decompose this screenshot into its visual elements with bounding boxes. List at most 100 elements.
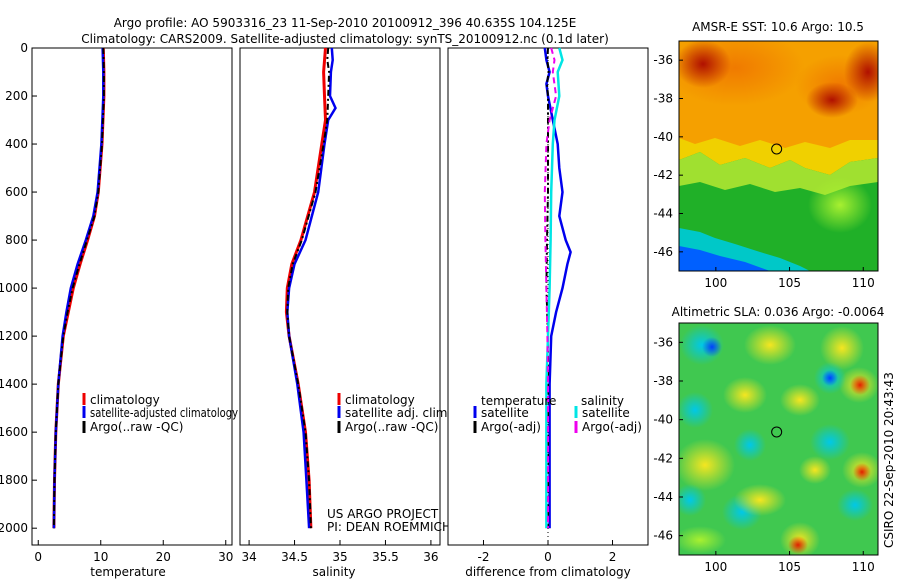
depth-axis: 0 200 400 600 800 1000 1200 1400 1600 1800 2000 — [0, 41, 37, 535]
depth-tick-label: 1200 — [0, 329, 28, 343]
sla-map-title: Altimetric SLA: 0.036 Argo: -0.0064 — [672, 305, 885, 319]
sst-map-x-tick-label: 105 — [778, 276, 801, 290]
salinity-series — [284, 47, 337, 529]
sla-map-y-tick-label: -36 — [653, 335, 673, 349]
sst-map-title: AMSR-E SST: 10.6 Argo: 10.5 — [692, 20, 864, 34]
sla-low-core-2 — [822, 370, 838, 386]
series-satellite-adj-clim- — [286, 47, 337, 529]
depth-tick-label: 800 — [5, 233, 28, 247]
sla-high-4 — [780, 384, 820, 416]
sla-high-core-3 — [850, 375, 870, 395]
sst-map-y-tick-label: -38 — [653, 92, 673, 106]
salinity-x-tick-label: 36 — [423, 550, 438, 564]
temperature-x-tick-label: 30 — [218, 550, 233, 564]
salinity-x-tick-label: 35 — [332, 550, 347, 564]
salinity-x-tick-label: 34 — [241, 550, 256, 564]
legend-title-salinity: salinity — [581, 394, 624, 408]
credit-line-2: PI: DEAN ROEMMICH — [327, 520, 451, 534]
timestamp: CSIRO 22-Sep-2010 20:43:43 — [882, 372, 896, 548]
salinity-axes-box — [239, 47, 441, 546]
temperature-xlabel: temperature — [90, 565, 165, 579]
temperature-x-tick-label: 20 — [156, 550, 171, 564]
series-salinity-satellite — [545, 47, 564, 529]
sst-map-y-tick-label: -46 — [653, 245, 673, 259]
sst-hot-spot-1 — [679, 41, 731, 88]
legend-label-temp-argo: Argo(-adj) — [481, 420, 541, 434]
sla-high-1 — [744, 325, 796, 365]
depth-tick-label: 0 — [20, 41, 28, 55]
sst-map-x-tick-label: 100 — [704, 276, 727, 290]
series-argo-raw-qc- — [286, 47, 331, 529]
sla-high-9 — [734, 484, 786, 516]
salinity-xlabel: salinity — [312, 565, 355, 579]
temperature-legend: climatology satellite-adjusted climatolo… — [82, 393, 238, 434]
sst-field — [679, 41, 878, 271]
salinity-legend: climatology satellite adj. clim. Argo(..… — [337, 393, 451, 434]
difference-x-ticks: -2 0 2 — [477, 540, 616, 564]
temperature-panel: 0 200 400 600 800 1000 1200 1400 1600 1800 2000 0 1… — [0, 41, 238, 579]
credit-line-1: US ARGO PROJECT — [327, 507, 439, 521]
depth-tick-label: 200 — [5, 89, 28, 103]
sst-map-y-tick-label: -36 — [653, 53, 673, 67]
sla-high-core-8 — [853, 463, 871, 481]
sla-low-8 — [837, 489, 873, 521]
sla-argo-marker — [771, 426, 783, 438]
sla-map-panel: Altimetric SLA: 0.036 Argo: -0.0064 — [653, 305, 884, 574]
sst-coldest-region — [679, 246, 770, 271]
salinity-x-ticks: 34 34.5 35 35.5 36 — [241, 540, 439, 564]
sla-high-6 — [679, 439, 735, 491]
sla-low-5 — [810, 424, 850, 460]
sla-map-y-tick-label: -46 — [653, 529, 673, 543]
sst-map-panel: AMSR-E SST: 10.6 Argo: 10.5 100 105 110 -36… — [653, 20, 879, 290]
sla-map-x-tick-label: 110 — [852, 560, 875, 574]
legend-label-sal-climatology: climatology — [345, 393, 415, 407]
legend-label-argo: Argo(..raw -QC) — [90, 420, 183, 434]
sst-map-y-tick-label: -42 — [653, 168, 673, 182]
sla-low-core-1 — [702, 337, 722, 357]
sla-low-3 — [679, 392, 713, 428]
series-argo-raw-qc- — [52, 47, 105, 529]
salinity-x-tick-label: 35.5 — [372, 550, 399, 564]
sla-lime-patch — [679, 526, 726, 554]
depth-tick-label: 1600 — [0, 425, 28, 439]
legend-label-temp-satellite: satellite — [481, 406, 529, 420]
legend-label-sal-argo-diff: Argo(-adj) — [582, 420, 642, 434]
difference-series — [543, 47, 572, 545]
title-line-2: Climatology: CARS2009. Satellite-adjuste… — [81, 32, 609, 46]
sla-map-y-tick-label: -44 — [653, 490, 673, 504]
sla-field — [679, 323, 878, 555]
sst-map-y-tick-label: -44 — [653, 207, 673, 221]
sla-high-2 — [820, 326, 864, 370]
legend-label-satellite-adjusted: satellite-adjusted climatology — [90, 406, 238, 420]
difference-x-tick-label: 0 — [544, 550, 552, 564]
salinity-x-tick-label: 34.5 — [281, 550, 308, 564]
sla-high-7 — [799, 456, 831, 484]
temperature-x-tick-label: 10 — [93, 550, 108, 564]
sla-map-y-tick-label: -38 — [653, 374, 673, 388]
legend-label-sal-argo: Argo(..raw -QC) — [345, 420, 438, 434]
legend-title-temperature: temperature — [481, 394, 556, 408]
difference-legend: temperature salinity satellite Argo(-adj… — [473, 394, 642, 434]
title-line-1: Argo profile: AO 5903316_23 11-Sep-2010 … — [114, 16, 577, 30]
sla-map-x-tick-label: 100 — [704, 560, 727, 574]
legend-label-sal-satellite: satellite adj. clim. — [345, 406, 451, 420]
sla-map-frame — [678, 322, 879, 556]
temperature-x-tick-label: 0 — [34, 550, 42, 564]
sst-map-x-tick-label: 110 — [852, 276, 875, 290]
difference-x-tick-label: -2 — [477, 550, 489, 564]
depth-tick-label: 600 — [5, 185, 28, 199]
legend-label-sal-satellite-diff: satellite — [582, 406, 630, 420]
salinity-panel: 34 34.5 35 35.5 36 salinity climatology sate… — [239, 47, 451, 579]
difference-xlabel: difference from climatology — [465, 565, 631, 579]
sla-low-6 — [679, 484, 706, 516]
sla-map-y-tick-label: -40 — [653, 413, 673, 427]
depth-tick-label: 2000 — [0, 521, 28, 535]
sla-map-x-tick-label: 105 — [778, 560, 801, 574]
depth-tick-label: 1800 — [0, 473, 28, 487]
sla-high-core-10 — [788, 536, 808, 554]
difference-panel: -2 0 2 difference from climatology tempera… — [447, 47, 649, 579]
temperature-axes-box — [31, 47, 233, 546]
sst-hot-spot-2 — [844, 42, 878, 102]
sla-low-4 — [734, 429, 766, 461]
